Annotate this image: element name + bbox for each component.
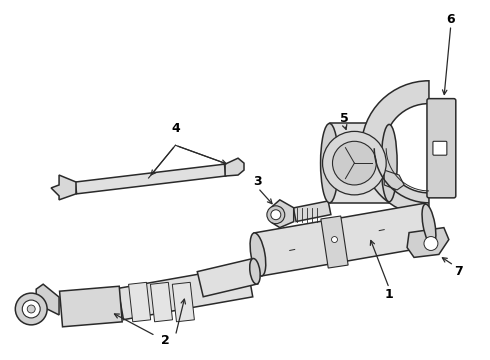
Ellipse shape: [250, 233, 266, 276]
Wedge shape: [361, 81, 429, 216]
Circle shape: [333, 141, 376, 185]
Text: 5: 5: [340, 112, 349, 125]
Polygon shape: [197, 259, 258, 297]
Polygon shape: [75, 164, 226, 194]
Polygon shape: [329, 123, 389, 203]
Circle shape: [27, 305, 35, 313]
Polygon shape: [118, 266, 253, 320]
Text: 3: 3: [254, 175, 262, 189]
Polygon shape: [407, 228, 449, 257]
Circle shape: [332, 237, 338, 243]
Text: 6: 6: [446, 13, 455, 26]
Polygon shape: [128, 282, 150, 322]
Polygon shape: [254, 203, 433, 276]
Polygon shape: [268, 200, 294, 228]
Circle shape: [267, 206, 285, 224]
Polygon shape: [225, 158, 244, 176]
Ellipse shape: [381, 125, 397, 202]
Text: 7: 7: [454, 265, 463, 278]
Text: 2: 2: [161, 334, 170, 347]
Circle shape: [424, 237, 438, 251]
Ellipse shape: [320, 123, 339, 203]
Polygon shape: [150, 282, 172, 322]
Polygon shape: [172, 282, 195, 322]
Ellipse shape: [250, 258, 260, 284]
Polygon shape: [51, 175, 76, 200]
Text: 4: 4: [171, 122, 180, 135]
Ellipse shape: [422, 204, 436, 245]
Circle shape: [15, 293, 47, 325]
Circle shape: [22, 300, 40, 318]
FancyBboxPatch shape: [433, 141, 447, 155]
FancyBboxPatch shape: [427, 99, 456, 198]
Text: 1: 1: [385, 288, 393, 301]
Circle shape: [322, 131, 386, 195]
Polygon shape: [384, 170, 404, 190]
Polygon shape: [36, 284, 59, 315]
Circle shape: [271, 210, 281, 220]
Polygon shape: [60, 286, 122, 327]
Polygon shape: [294, 201, 331, 221]
Polygon shape: [321, 216, 348, 268]
